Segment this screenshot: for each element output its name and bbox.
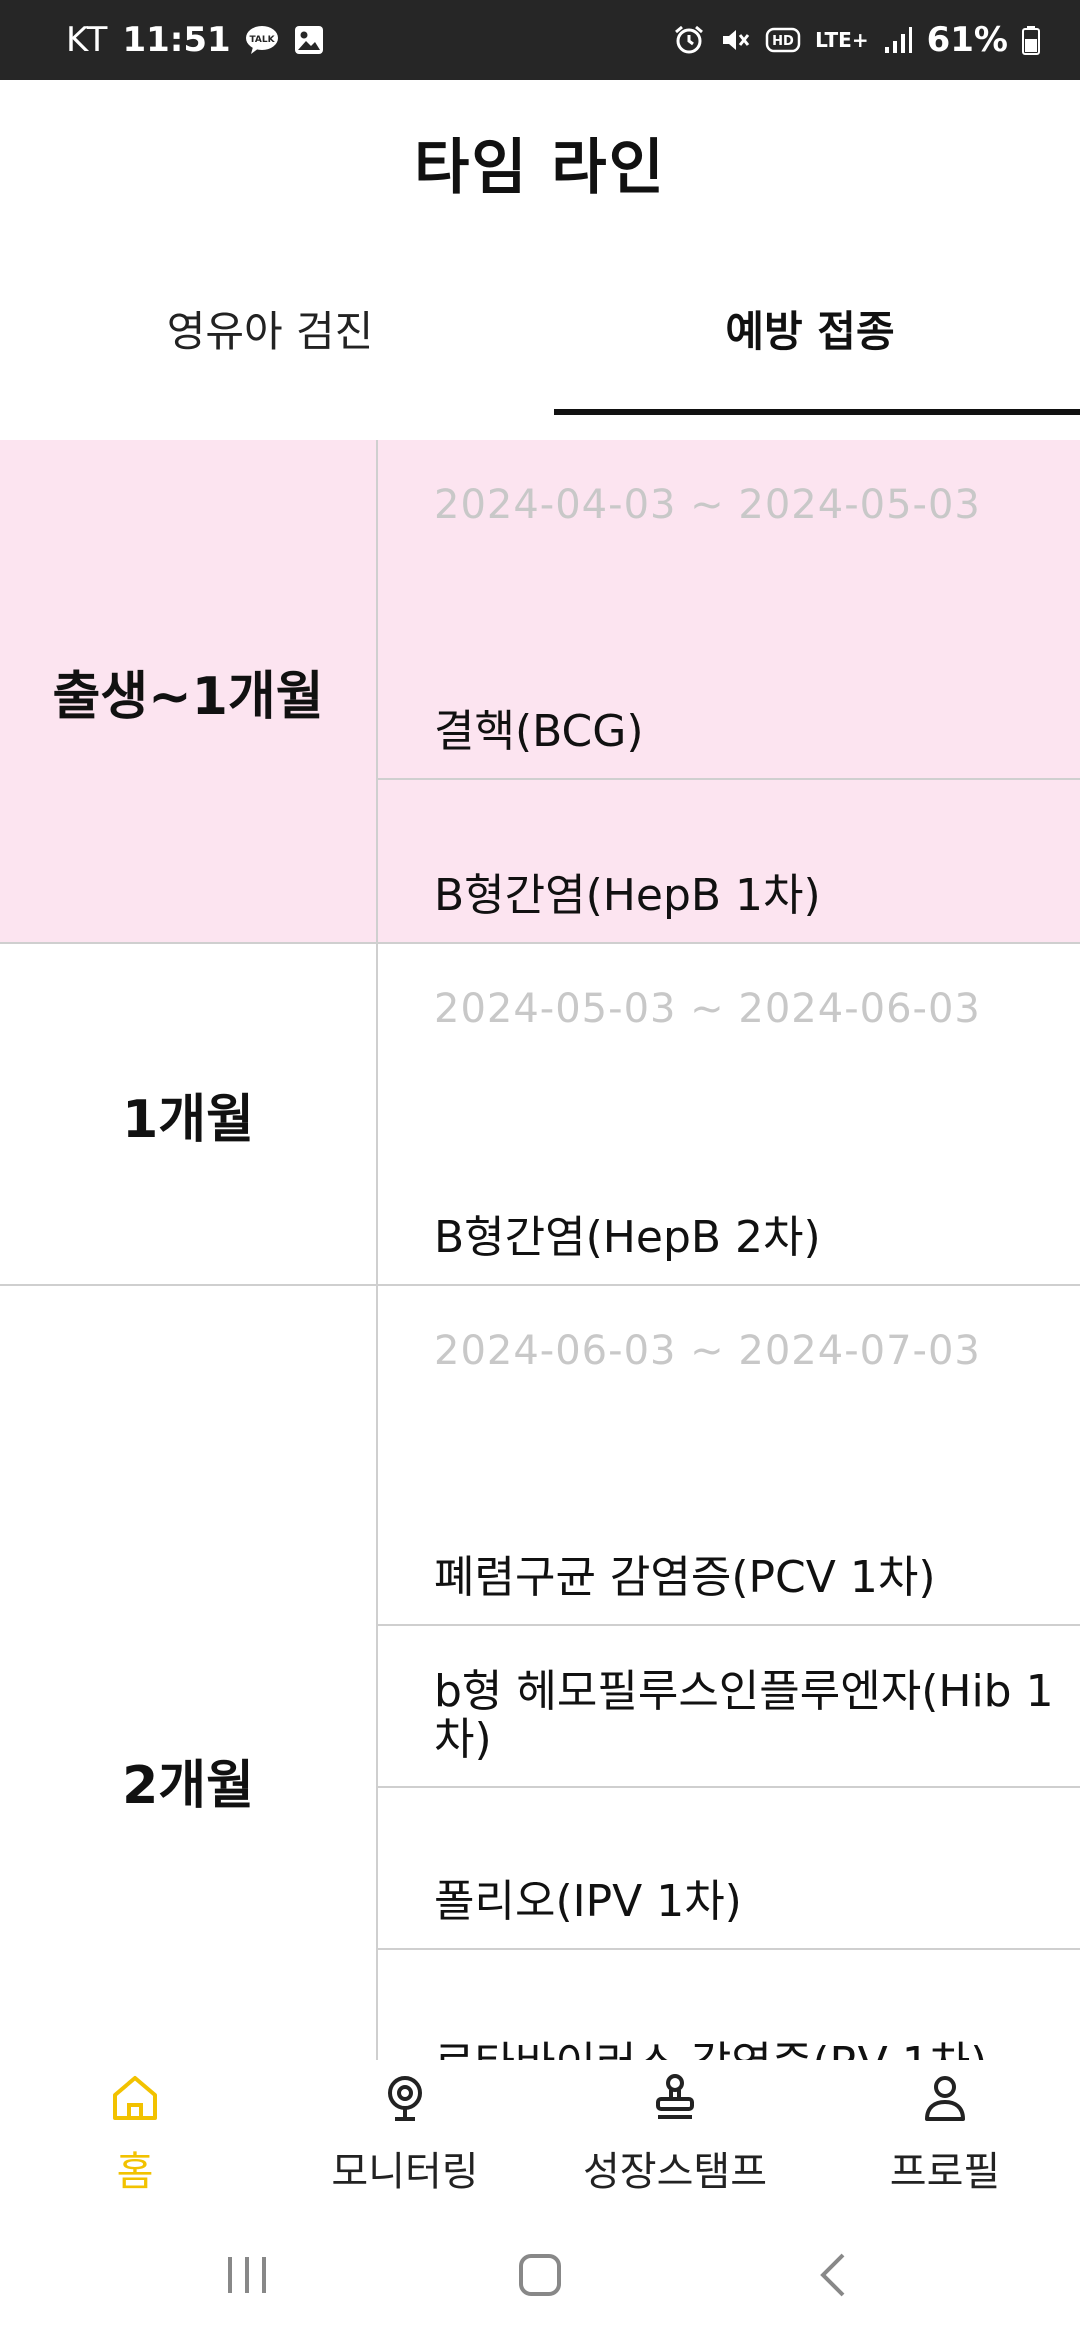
signal-icon: [883, 25, 913, 55]
bottom-navigation: 홈 모니터링 성장스탬프 프로필: [0, 2060, 1080, 2210]
date-range: 2024-05-03 ~ 2024-06-03: [434, 986, 981, 1032]
timeline-period-label: 출생~1개월: [0, 440, 378, 942]
recent-apps-icon: [227, 2257, 266, 2293]
nav-profile[interactable]: 프로필: [810, 2060, 1080, 2210]
timeline-group-birth: 출생~1개월 2024-04-03 ~ 2024-05-03 결핵(BCG) B…: [0, 440, 1080, 944]
date-range: 2024-06-03 ~ 2024-07-03: [434, 1328, 981, 1374]
recent-apps-button[interactable]: [187, 2235, 307, 2315]
vaccine-item[interactable]: b형 헤모필루스인플루엔자(Hib 1차): [378, 1626, 1080, 1788]
carrier-label: KT: [66, 20, 109, 60]
lte-icon: LTE+: [815, 28, 869, 52]
home-square-icon: [518, 2254, 561, 2296]
home-icon: [109, 2073, 161, 2133]
app-header: 타임 라인: [0, 80, 1080, 245]
status-bar-left: KT 11:51 TALK: [66, 20, 325, 60]
monitoring-icon: [379, 2073, 431, 2133]
battery-icon: [1022, 25, 1040, 55]
timeline-period-label: 1개월: [0, 944, 378, 1284]
date-range: 2024-04-03 ~ 2024-05-03: [434, 482, 981, 528]
tab-vaccination[interactable]: 예방 접종: [540, 255, 1080, 415]
timeline-group-body: 2024-06-03 ~ 2024-07-03 폐렴구균 감염증(PCV 1차)…: [378, 1286, 1080, 2060]
tab-bar: 영유아 검진 예방 접종: [0, 255, 1080, 415]
timeline-group-body: 2024-04-03 ~ 2024-05-03 결핵(BCG) B형간염(Hep…: [378, 440, 1080, 942]
timeline-group-1-month: 1개월 2024-05-03 ~ 2024-06-03 B형간염(HepB 2차…: [0, 944, 1080, 1286]
tab-infant-checkup[interactable]: 영유아 검진: [166, 306, 374, 356]
nav-monitoring[interactable]: 모니터링: [270, 2060, 540, 2210]
vaccine-item[interactable]: 폴리오(IPV 1차): [378, 1788, 1080, 1950]
alarm-icon: [673, 24, 705, 56]
nav-monitoring-label: 모니터링: [331, 2149, 479, 2195]
nav-home[interactable]: 홈: [0, 2060, 270, 2210]
clock: 11:51: [122, 20, 231, 60]
status-bar: KT 11:51 TALK HD LTE+ 61%: [0, 0, 1080, 80]
back-chevron-icon: [820, 2253, 845, 2297]
timeline-group-2-month: 2개월 2024-06-03 ~ 2024-07-03 폐렴구균 감염증(PCV…: [0, 1286, 1080, 2060]
nav-home-label: 홈: [116, 2149, 154, 2195]
page-title: 타임 라인: [414, 133, 666, 203]
vaccine-item[interactable]: 폐렴구균 감염증(PCV 1차): [378, 1416, 1080, 1626]
timeline-group-body: 2024-05-03 ~ 2024-06-03 B형간염(HepB 2차): [378, 944, 1080, 1284]
home-button[interactable]: [480, 2235, 600, 2315]
hd-icon: HD: [765, 26, 801, 54]
svg-text:HD: HD: [772, 34, 794, 49]
vaccine-item[interactable]: B형간염(HepB 1차): [434, 870, 821, 921]
vaccine-item[interactable]: 결핵(BCG): [378, 570, 1080, 780]
battery-percent: 61%: [926, 20, 1008, 60]
back-button[interactable]: [773, 2235, 893, 2315]
nav-profile-label: 프로필: [889, 2149, 1001, 2195]
vaccination-timeline[interactable]: 출생~1개월 2024-04-03 ~ 2024-05-03 결핵(BCG) B…: [0, 440, 1080, 2060]
stamp-icon: [649, 2073, 701, 2133]
profile-icon: [919, 2073, 971, 2133]
timeline-period-label: 2개월: [0, 1286, 378, 2060]
talk-message-icon: TALK: [245, 25, 279, 55]
vaccine-item[interactable]: B형간염(HepB 2차): [434, 1212, 821, 1263]
vaccine-item[interactable]: 로타바이러스 감염증(RV 1차): [378, 1950, 1080, 2061]
system-navigation-bar: [0, 2210, 1080, 2340]
svg-text:TALK: TALK: [249, 35, 275, 45]
nav-growth-stamp-label: 성장스탬프: [583, 2149, 767, 2195]
status-bar-right: HD LTE+ 61%: [673, 20, 1040, 60]
nav-growth-stamp[interactable]: 성장스탬프: [540, 2060, 810, 2210]
gallery-icon: [293, 24, 325, 56]
mute-icon: [719, 24, 751, 56]
